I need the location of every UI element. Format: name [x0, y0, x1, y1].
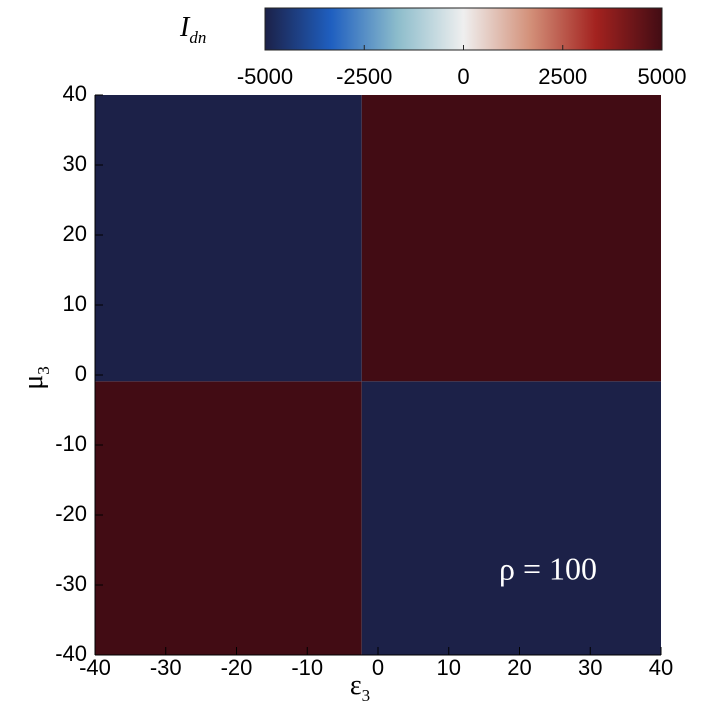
heatmap-cell — [95, 95, 362, 382]
y-axis-label: μ3 — [18, 366, 52, 390]
y-tick-label: 10 — [63, 291, 87, 316]
y-tick-label: 40 — [63, 81, 87, 106]
x-tick-label: -10 — [291, 655, 323, 680]
x-tick-label: 0 — [372, 655, 384, 680]
x-axis-label-sub: 3 — [362, 686, 371, 705]
y-tick-label: 30 — [63, 151, 87, 176]
x-tick-label: -40 — [79, 655, 111, 680]
colorbar-tick-label: -5000 — [237, 64, 293, 89]
x-tick-label: 10 — [437, 655, 461, 680]
colorbar — [264, 7, 663, 51]
colorbar-tick-label: 2500 — [538, 64, 587, 89]
x-tick-label: -30 — [150, 655, 182, 680]
x-tick-label: 40 — [649, 655, 673, 680]
y-tick-label: -20 — [55, 501, 87, 526]
colorbar-tick-label: 0 — [457, 64, 469, 89]
y-tick-label: -30 — [55, 571, 87, 596]
colorbar-label-sub: dn — [189, 28, 206, 47]
heatmap-cell — [95, 381, 362, 655]
x-axis-label: ε3 — [350, 670, 370, 704]
y-axis-label-main: μ — [18, 375, 49, 390]
x-tick-label: 20 — [507, 655, 531, 680]
annotation: ρ = 100 — [499, 550, 597, 586]
colorbar-label: Idn — [179, 12, 206, 46]
y-axis-label-sub: 3 — [34, 366, 53, 375]
colorbar-tick-label: 5000 — [638, 64, 687, 89]
heatmap-cell — [361, 95, 661, 382]
x-axis-label-main: ε — [350, 670, 362, 701]
y-tick-label: 20 — [63, 221, 87, 246]
heatmap-cell — [361, 381, 661, 655]
y-tick-label: -10 — [55, 431, 87, 456]
x-tick-label: 30 — [578, 655, 602, 680]
y-tick-label: -40 — [55, 641, 87, 666]
x-tick-label: -20 — [221, 655, 253, 680]
colorbar-tick-label: -2500 — [336, 64, 392, 89]
y-tick-label: 0 — [75, 361, 87, 386]
colorbar-label-main: I — [179, 12, 191, 43]
